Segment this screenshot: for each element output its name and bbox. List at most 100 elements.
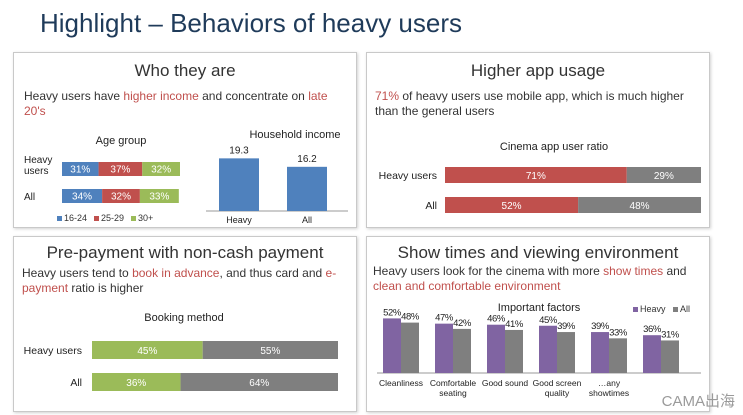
data-label: 32% xyxy=(111,192,131,203)
legend-label: 16-24 xyxy=(64,213,87,223)
data-label: 36% xyxy=(643,324,662,335)
bar-segment xyxy=(180,373,338,391)
bar-segment xyxy=(445,167,627,183)
bar xyxy=(435,323,453,373)
legend-swatch xyxy=(94,216,99,221)
data-label: 46% xyxy=(487,314,506,325)
legend-label: All xyxy=(680,304,690,314)
category-label: Heavy xyxy=(226,215,252,225)
data-label: 33% xyxy=(609,327,628,338)
bar xyxy=(539,325,557,373)
bar-segment xyxy=(62,162,99,176)
panel-description: Heavy users have higher income and conce… xyxy=(24,89,328,118)
data-label: 31% xyxy=(661,329,680,340)
bar xyxy=(591,332,609,373)
bar-segment xyxy=(98,162,143,176)
panel-title: Who they are xyxy=(134,61,236,80)
panel-higher-app-usage: Higher app usage 71% of heavy users use … xyxy=(366,52,710,228)
bar-segment xyxy=(139,189,179,203)
legend-swatch xyxy=(633,307,638,312)
legend-swatch xyxy=(131,216,136,221)
bar-segment xyxy=(142,162,180,176)
data-label: 16.2 xyxy=(297,154,317,165)
bar xyxy=(557,332,575,373)
panel-description: 71% of heavy users use mobile app, which… xyxy=(375,89,684,118)
category-label: quality xyxy=(545,388,570,398)
data-label: 31% xyxy=(70,165,90,176)
data-label: 52% xyxy=(502,201,522,212)
important-factors-chart: Important factors Heavy All 52% 48% Cleanline… xyxy=(377,302,701,398)
bar xyxy=(487,324,505,373)
data-label: 71% xyxy=(526,171,546,182)
panel-title: Pre-payment with non-cash payment xyxy=(46,243,324,262)
legend-swatch xyxy=(57,216,62,221)
data-label: 32% xyxy=(151,165,171,176)
category-label: seating xyxy=(439,388,467,398)
category-label: Good screen xyxy=(533,378,582,388)
chart-title: Age group xyxy=(96,135,147,147)
bar xyxy=(219,158,259,211)
category-label: Good sound xyxy=(482,378,529,388)
data-label: 39% xyxy=(591,321,610,332)
data-label: 36% xyxy=(126,378,146,389)
bar xyxy=(287,166,327,211)
cinema-app-ratio-chart: Cinema app user ratio Heavy users 71% 29% Al… xyxy=(379,141,701,213)
panel-pre-payment: Pre-payment with non-cash payment Heavy … xyxy=(13,236,357,412)
bar-segment xyxy=(578,197,701,213)
chart-title: Important factors xyxy=(498,302,581,314)
bar-segment xyxy=(92,341,203,359)
data-label: 48% xyxy=(401,312,420,323)
legend-label: Heavy xyxy=(640,304,666,314)
panel-who-they-are: Who they are Heavy users have higher inc… xyxy=(13,52,357,228)
category-label: Cleanliness xyxy=(379,378,423,388)
bar-segment xyxy=(92,373,181,391)
bar xyxy=(383,318,401,373)
bar xyxy=(505,329,523,373)
data-label: 52% xyxy=(383,307,402,318)
bar xyxy=(643,335,661,373)
panel-description: Heavy users look for the cinema with mor… xyxy=(373,264,687,293)
category-label: users xyxy=(24,166,48,177)
panel-description: Heavy users tend to book in advance, and… xyxy=(22,266,337,295)
data-label: 47% xyxy=(435,313,454,324)
legend-label: 25-29 xyxy=(101,213,124,223)
legend-label: 30+ xyxy=(138,213,153,223)
data-label: 64% xyxy=(249,378,269,389)
data-label: 33% xyxy=(149,192,169,203)
panel-title: Show times and viewing environment xyxy=(397,243,679,262)
data-label: 37% xyxy=(110,165,130,176)
page-title: Highlight – Behaviors of heavy users xyxy=(40,8,463,38)
bar xyxy=(401,322,419,373)
category-label: …any xyxy=(598,378,621,388)
category-label: Heavy users xyxy=(379,170,437,182)
bar-segment xyxy=(626,167,701,183)
category-label: All xyxy=(425,200,437,212)
bar-segment xyxy=(62,189,103,203)
chart-title: Household income xyxy=(249,129,340,141)
data-label: 45% xyxy=(137,346,157,357)
bar xyxy=(661,340,679,373)
data-label: 41% xyxy=(505,319,524,330)
category-label: showtimes xyxy=(589,388,629,398)
data-label: 39% xyxy=(557,321,576,332)
data-label: 19.3 xyxy=(229,145,249,156)
panel-title: Higher app usage xyxy=(470,61,606,80)
data-label: 42% xyxy=(453,318,472,329)
data-label: 45% xyxy=(539,315,558,326)
chart-title: Booking method xyxy=(144,312,224,324)
category-label: Heavy users xyxy=(24,345,82,357)
legend-swatch xyxy=(673,307,678,312)
category-label: All xyxy=(302,215,312,225)
category-label: Comfortable xyxy=(430,378,477,388)
bar-segment xyxy=(202,341,338,359)
bar xyxy=(453,328,471,373)
data-label: 55% xyxy=(260,346,280,357)
category-label: All xyxy=(70,377,82,389)
data-label: 34% xyxy=(72,192,92,203)
watermark: CAMA出海 xyxy=(661,393,735,410)
bar-segment xyxy=(102,189,140,203)
data-label: 48% xyxy=(630,201,650,212)
data-label: 29% xyxy=(654,171,674,182)
